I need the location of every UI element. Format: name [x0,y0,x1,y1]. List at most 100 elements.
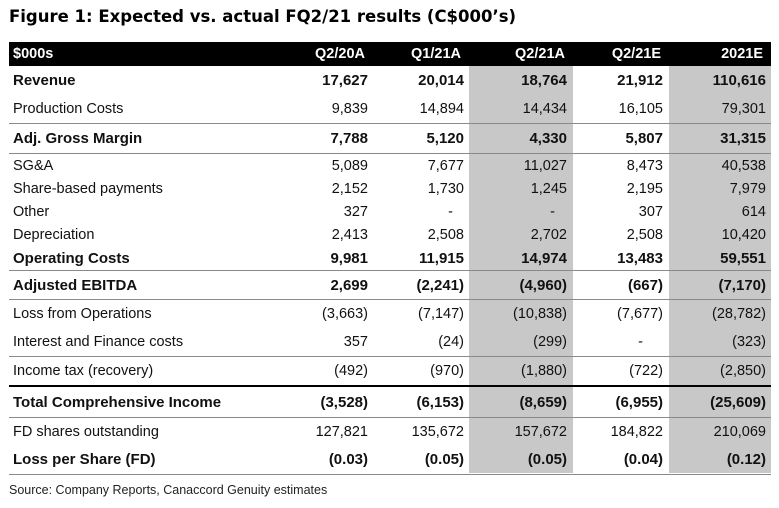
header-col-2021e: 2021E [721,46,763,62]
cell: 157,672 [469,418,573,446]
table-row-adjusted-ebitda: Adjusted EBITDA 2,699 (2,241) (4,960) (6… [9,270,771,299]
table-row-adj-gross-margin: Adj. Gross Margin 7,788 5,120 4,330 5,80… [9,123,771,153]
cell: 1,245 [469,177,573,200]
cell: 2,699 [330,276,368,294]
source-note: Source: Company Reports, Canaccord Genui… [9,483,328,497]
header-col-q2-20a: Q2/20A [315,46,365,62]
header-units-label: $000s [13,46,54,62]
cell: (7,147) [418,306,464,322]
cell: 327 [343,203,368,220]
table-row-share-based-payments: Share-based payments 2,152 1,730 1,245 2… [9,177,771,200]
table-row-loss-per-share: Loss per Share (FD) (0.03) (0.05) (0.05)… [9,446,771,473]
cell: 11,027 [469,154,573,177]
cell: (6,955) [615,393,663,411]
cell: (8,659) [469,387,573,417]
row-label: Adj. Gross Margin [13,130,143,147]
cell: 7,677 [427,157,464,174]
cell: (3,528) [320,393,368,411]
cell: 1,730 [427,180,464,197]
row-label: Operating Costs [13,249,130,267]
cell: (2,241) [416,276,464,294]
row-label: Depreciation [13,226,95,243]
header-col-q2-21e: Q2/21E [611,46,661,62]
cell: (3,663) [322,306,368,322]
cell: 5,120 [426,130,464,147]
table-row-other: Other 327 - - 307 614 [9,200,771,223]
cell: - [469,200,573,223]
cell: (0.03) [328,451,368,468]
cell: 17,627 [322,72,368,89]
figure-title: Figure 1: Expected vs. actual FQ2/21 res… [9,7,517,26]
cell: 14,974 [469,246,573,270]
row-label: Total Comprehensive Income [13,393,222,411]
cell: 2,413 [331,226,368,243]
cell: (299) [469,328,573,356]
cell: 20,014 [418,72,464,89]
cell: 9,839 [331,101,368,117]
row-label: Adjusted EBITDA [13,276,138,294]
row-label: Loss from Operations [13,306,152,322]
cell: 135,672 [411,424,464,440]
cell: 5,089 [331,157,368,174]
cell: 110,616 [669,66,771,95]
cell: 5,807 [625,130,663,147]
cell: 2,195 [626,180,663,197]
table-row-depreciation: Depreciation 2,413 2,508 2,702 2,508 10,… [9,223,771,246]
cell: 357 [343,334,368,350]
table-row-revenue: Revenue 17,627 20,014 18,764 21,912 110,… [9,66,771,95]
table-row-fd-shares-outstanding: FD shares outstanding 127,821 135,672 15… [9,417,771,446]
cell: 9,981 [330,249,368,267]
cell: 8,473 [626,157,663,174]
cell: (28,782) [669,300,771,328]
row-label: SG&A [13,157,54,174]
cell: (0.04) [623,451,663,468]
cell: (492) [334,363,368,379]
cell: 127,821 [315,424,368,440]
cell: 16,105 [618,101,663,117]
cell: 18,764 [469,66,573,95]
cell: 14,434 [469,95,573,123]
cell: 2,702 [469,223,573,246]
row-label: Loss per Share (FD) [13,451,156,468]
cell: (7,170) [669,271,771,299]
cell: 307 [638,203,663,220]
cell: (25,609) [669,387,771,417]
cell: (667) [627,276,663,294]
cell: (7,677) [617,306,663,322]
table-row-production-costs: Production Costs 9,839 14,894 14,434 16,… [9,95,771,123]
row-label: Production Costs [13,101,124,117]
row-label: Other [13,203,50,220]
cell: (6,153) [416,393,464,411]
cell: (24) [438,334,464,350]
table-row-sga: SG&A 5,089 7,677 11,027 8,473 40,538 [9,153,771,177]
cell: (2,850) [669,357,771,385]
table-row-interest-finance-costs: Interest and Finance costs 357 (24) (299… [9,328,771,356]
cell: (4,960) [469,271,573,299]
cell: 210,069 [669,418,771,446]
cell: 2,152 [331,180,368,197]
cell: (0.12) [669,446,771,473]
table-row-operating-costs: Operating Costs 9,981 11,915 14,974 13,4… [9,246,771,270]
table-bottom-rule [9,474,771,475]
cell: (722) [629,363,663,379]
cell: (10,838) [469,300,573,328]
cell: (1,880) [469,357,573,385]
cell: 2,508 [626,226,663,243]
header-col-q2-21a: Q2/21A [515,46,565,62]
table-row-income-tax: Income tax (recovery) (492) (970) (1,880… [9,356,771,385]
cell: 79,301 [669,95,771,123]
cell: 14,894 [419,101,464,117]
cell: 2,508 [427,226,464,243]
cell: 13,483 [617,249,663,267]
table-row-loss-from-operations: Loss from Operations (3,663) (7,147) (10… [9,299,771,328]
row-label: Revenue [13,72,76,89]
cell: (0.05) [469,446,573,473]
table-header-row: $000s Q2/20A Q1/21A Q2/21A Q2/21E 2021E [9,42,771,66]
results-table: $000s Q2/20A Q1/21A Q2/21A Q2/21E 2021E … [9,42,771,473]
cell: 184,822 [610,424,663,440]
cell: 7,788 [330,130,368,147]
cell: (0.05) [424,451,464,468]
cell: 7,979 [669,177,771,200]
cell: - [448,203,453,220]
cell: 10,420 [669,223,771,246]
